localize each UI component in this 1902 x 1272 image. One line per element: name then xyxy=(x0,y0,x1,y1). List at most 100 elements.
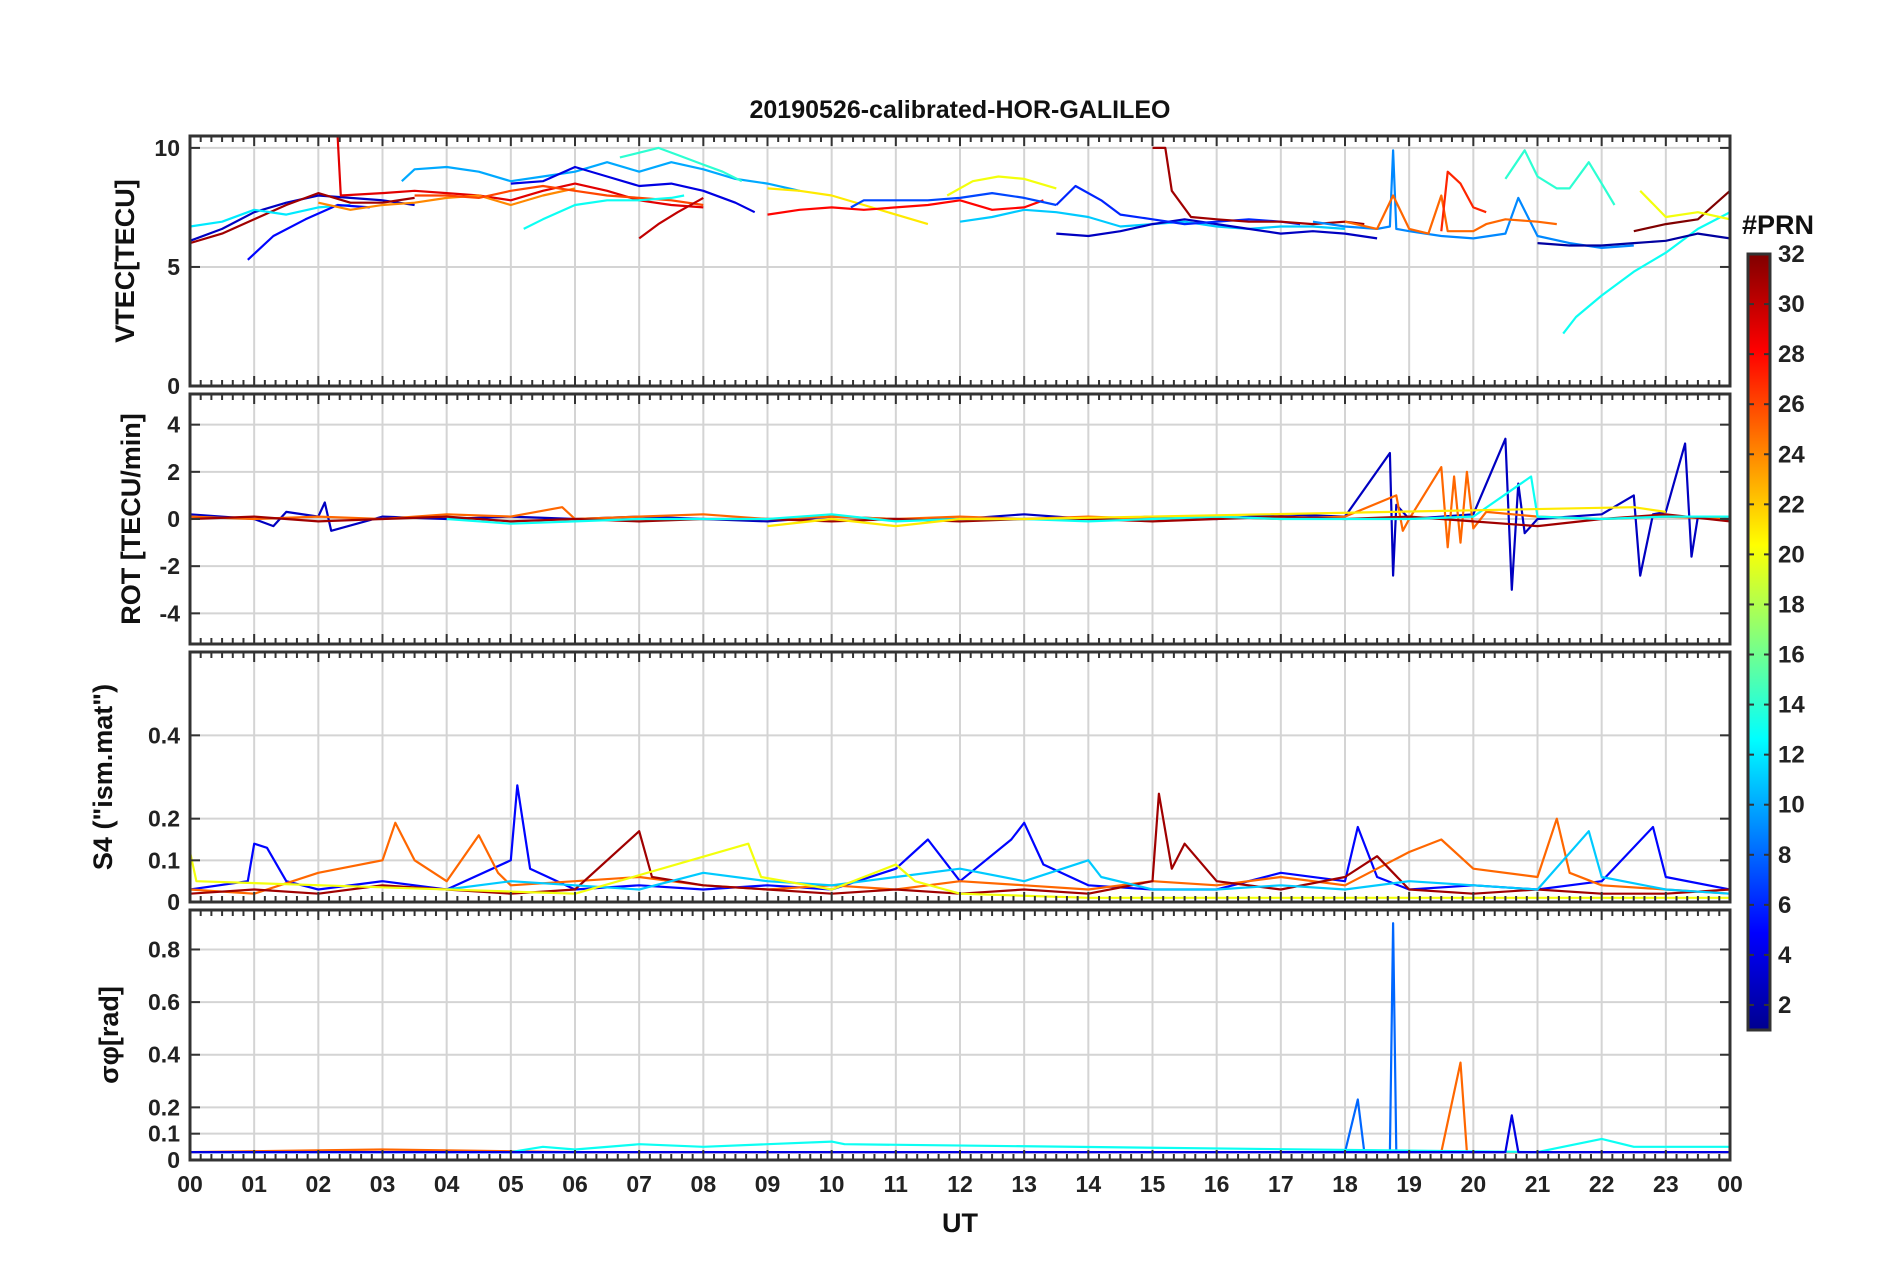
x-tick-label: 10 xyxy=(819,1171,845,1197)
colorbar-tick-label: 28 xyxy=(1778,341,1805,368)
x-tick-labels: 00 01 02 03 04 05 06 07 08 09 10 11 12 13 14 15 16 17 18 19… xyxy=(177,1171,1743,1197)
y-tick-label: 0 xyxy=(167,889,180,915)
series-line-prn-4 xyxy=(510,165,756,214)
colorbar-tick-label: 8 xyxy=(1778,842,1791,869)
chart-title: 20190526-calibrated-HOR-GALILEO xyxy=(750,96,1171,124)
colorbar-tick-label: 22 xyxy=(1778,491,1805,518)
x-tick-label: 05 xyxy=(498,1171,524,1197)
colorbar-tick-label: 32 xyxy=(1778,241,1805,268)
y-tick-label: 0 xyxy=(167,506,180,532)
y-tick-label: 0.1 xyxy=(148,847,180,873)
x-tick-label: 08 xyxy=(691,1171,717,1197)
x-tick-label: 17 xyxy=(1268,1171,1294,1197)
series-line-prn-2 xyxy=(1537,232,1730,247)
series-line-prn-6 xyxy=(1055,184,1301,226)
series-line-prn-21 xyxy=(767,187,929,226)
colorbar-rect xyxy=(1746,252,1772,1032)
colorbar-tick-label: 24 xyxy=(1778,441,1805,468)
x-tick-label: 13 xyxy=(1011,1171,1037,1197)
y-tick-label: 0.8 xyxy=(148,936,180,962)
series-line-prn-11 xyxy=(446,830,1730,895)
y-tick-label: 0.2 xyxy=(148,806,180,832)
rot-ylabel: ROT [TECU/min] xyxy=(116,413,146,624)
x-tick-label: 02 xyxy=(306,1171,332,1197)
series-line-prn-31 xyxy=(190,192,415,245)
colorbar-tick-label: 16 xyxy=(1778,642,1805,669)
series-line-prn-13 xyxy=(446,475,1730,525)
colorbar-tick-label: 4 xyxy=(1778,942,1792,969)
series-line-prn-24 xyxy=(318,187,576,211)
y-tick-label: 0.4 xyxy=(148,722,180,748)
y-tick-label: 5 xyxy=(167,254,180,280)
series-line-prn-25 xyxy=(1344,194,1557,235)
colorbar-tick-label: 6 xyxy=(1778,892,1791,919)
x-tick-label: 16 xyxy=(1204,1171,1230,1197)
series-line-prn-32 xyxy=(1633,189,1730,233)
x-tick-label: 18 xyxy=(1332,1171,1358,1197)
series-line-prn-14 xyxy=(1504,149,1616,206)
series-line-prn-14 xyxy=(619,146,743,183)
series-line-prn-29 xyxy=(336,136,704,209)
x-tick-label: 00 xyxy=(177,1171,203,1197)
colorbar-tick-label: 18 xyxy=(1778,591,1805,618)
series-line-prn-10 xyxy=(401,161,800,192)
s4-series xyxy=(190,784,1730,899)
series-line-prn-5 xyxy=(247,203,370,261)
y-tick-label: -2 xyxy=(160,553,180,579)
series-line-prn-27 xyxy=(1440,170,1487,232)
rot-axes-box xyxy=(188,392,1732,646)
colorbar-tick-label: 20 xyxy=(1778,541,1805,568)
y-tick-label: 0.6 xyxy=(148,989,180,1015)
x-tick-label: 14 xyxy=(1076,1171,1102,1197)
x-tick-label: 03 xyxy=(370,1171,396,1197)
colorbar-tick-label: 10 xyxy=(1778,792,1805,819)
y-tick-label: 2 xyxy=(167,459,180,485)
colorbar-tick-label: 26 xyxy=(1778,391,1805,418)
sigma-phi-ylabel: σφ[rad] xyxy=(94,986,124,1084)
vtec-series xyxy=(190,136,1730,335)
x-tick-label: 20 xyxy=(1461,1171,1487,1197)
colorbar-tick-label: 2 xyxy=(1778,992,1791,1019)
colorbar-tick-label: 12 xyxy=(1778,742,1805,769)
series-line-prn-31 xyxy=(190,513,1730,528)
vtec-ylabel: VTEC[TECU] xyxy=(110,179,140,343)
series-line-prn-30 xyxy=(638,196,704,240)
x-tick-label: 04 xyxy=(434,1171,460,1197)
series-line-prn-5 xyxy=(190,784,1730,891)
x-tick-label: 09 xyxy=(755,1171,781,1197)
x-tick-label: 07 xyxy=(626,1171,652,1197)
y-tick-label: -4 xyxy=(160,600,181,626)
y-tick-label: 10 xyxy=(154,135,180,161)
x-tick-label: 00 xyxy=(1717,1171,1743,1197)
series-line-prn-9 xyxy=(1312,149,1634,249)
s4-ylabel: S4 ("ism.mat") xyxy=(88,684,118,870)
x-tick-label: 21 xyxy=(1525,1171,1551,1197)
y-tick-label: 4 xyxy=(167,412,180,438)
series-line-prn-31 xyxy=(190,792,1730,895)
y-tick-label: 0.1 xyxy=(148,1121,180,1147)
series-line-prn-21 xyxy=(767,506,1666,528)
x-tick-label: 22 xyxy=(1589,1171,1615,1197)
y-tick-label: 0 xyxy=(167,373,180,399)
series-line-prn-26 xyxy=(414,184,704,207)
sigma-phi-grid xyxy=(189,910,1731,1161)
panel-rot: -4 -2 0 2 4 ROT [TECU/min] xyxy=(116,392,1732,646)
panel-sigma-phi: 00.10.2 0.4 0.6 0.8 σφ[rad] xyxy=(94,908,1732,1173)
rot-series xyxy=(190,437,1730,591)
series-line-prn-20 xyxy=(190,842,1730,899)
series-line-prn-20 xyxy=(1639,190,1730,221)
series-line-prn-7 xyxy=(850,192,1057,209)
x-axis-label: UT xyxy=(942,1208,978,1238)
x-tick-label: 11 xyxy=(884,1171,909,1197)
series-line-prn-13 xyxy=(1562,211,1730,335)
x-tick-label: 06 xyxy=(562,1171,588,1197)
y-tick-label: 0.2 xyxy=(148,1094,180,1120)
colorbar-tick-label: 14 xyxy=(1778,692,1805,719)
x-tick-label: 01 xyxy=(241,1171,267,1197)
x-tick-label: 15 xyxy=(1140,1171,1166,1197)
series-line-prn-31 xyxy=(1152,146,1365,226)
sigma-phi-axes-box xyxy=(188,908,1732,1162)
